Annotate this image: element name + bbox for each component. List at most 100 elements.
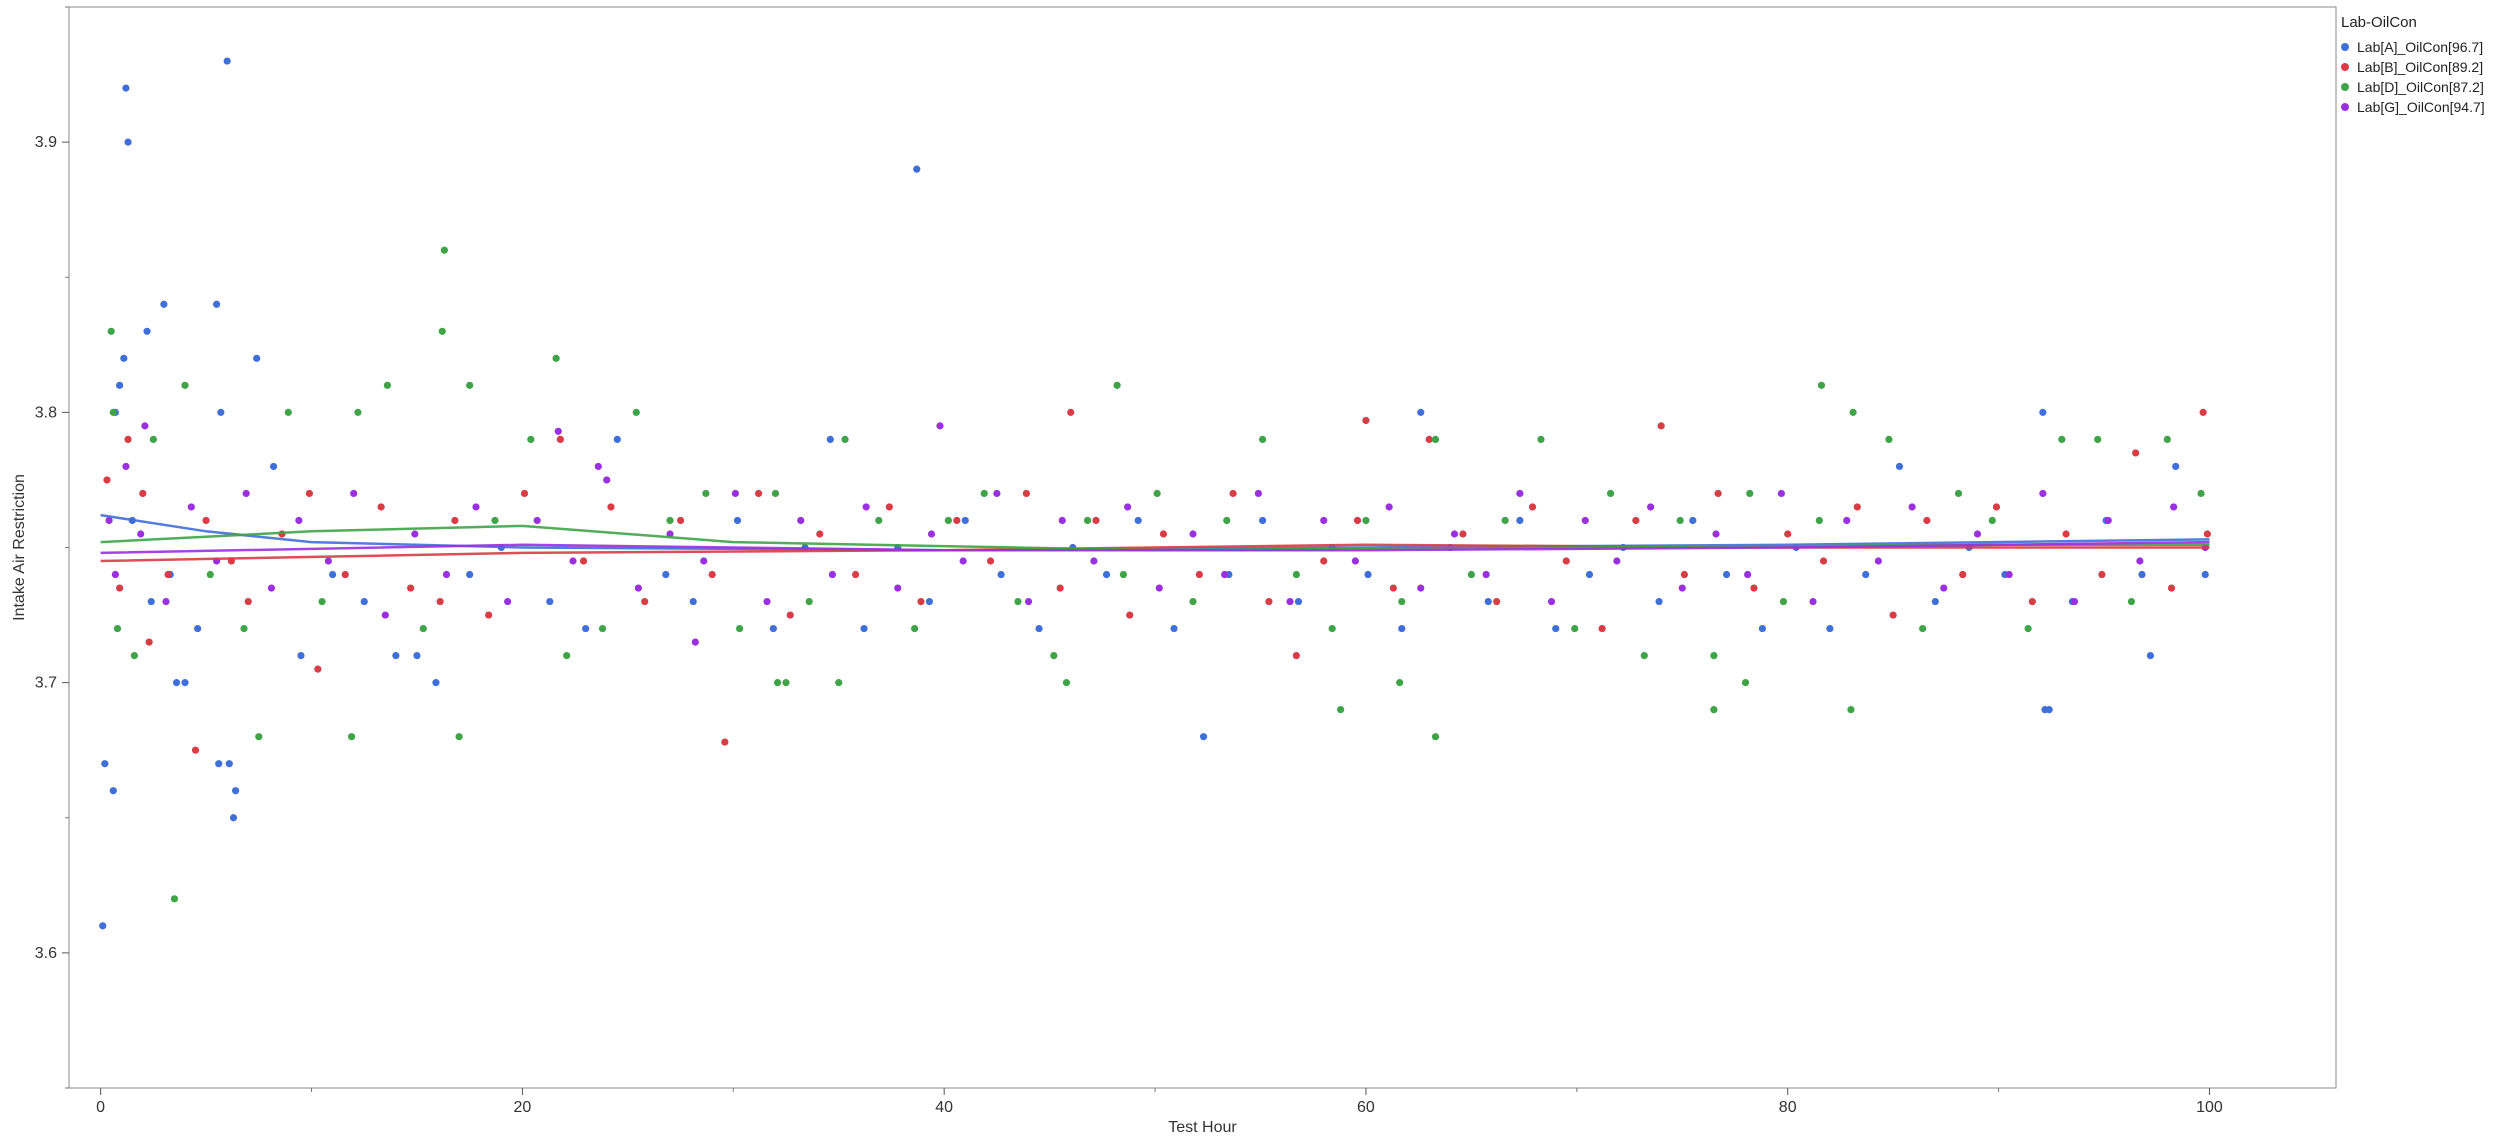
data-point-lab-a-oilcon-96-7 (1931, 597, 1939, 606)
data-point-lab-b-oilcon-89-2 (1362, 416, 1370, 425)
legend-marker-lab-d (2341, 83, 2349, 91)
data-point-lab-g-oilcon-94-7 (763, 597, 771, 606)
data-point-lab-b-oilcon-89-2 (1067, 408, 1075, 416)
data-point-lab-g-oilcon-94-7 (1908, 503, 1916, 511)
data-point-lab-d-oilcon-87-2 (666, 516, 674, 525)
data-point-lab-a-oilcon-96-7 (466, 570, 474, 579)
data-point-lab-g-oilcon-94-7 (1320, 516, 1328, 525)
data-point-lab-d-oilcon-87-2 (1779, 597, 1788, 606)
data-point-lab-a-oilcon-96-7 (229, 814, 238, 822)
data-point-lab-b-oilcon-89-2 (885, 503, 893, 511)
y-tick-label: 3.9 (35, 134, 57, 151)
data-point-lab-b-oilcon-89-2 (116, 584, 124, 592)
data-point-lab-d-oilcon-87-2 (1571, 624, 1579, 633)
data-point-lab-b-oilcon-89-2 (305, 489, 314, 498)
data-point-lab-g-oilcon-94-7 (862, 503, 870, 511)
data-point-lab-a-oilcon-96-7 (1826, 624, 1834, 633)
data-point-lab-g-oilcon-94-7 (700, 557, 708, 565)
data-point-lab-b-oilcon-89-2 (1959, 570, 1967, 579)
data-point-lab-d-oilcon-87-2 (354, 408, 362, 416)
data-point-lab-b-oilcon-89-2 (2203, 530, 2211, 538)
data-point-lab-a-oilcon-96-7 (215, 760, 223, 768)
data-point-lab-g-oilcon-94-7 (1843, 516, 1851, 525)
data-point-lab-d-oilcon-87-2 (109, 408, 117, 416)
data-point-lab-a-oilcon-96-7 (1364, 570, 1372, 579)
data-point-lab-b-oilcon-89-2 (1126, 611, 1134, 619)
data-point-lab-b-oilcon-89-2 (1022, 489, 1031, 498)
data-point-lab-d-oilcon-87-2 (2127, 597, 2136, 606)
data-point-lab-a-oilcon-96-7 (225, 760, 233, 768)
data-point-lab-b-oilcon-89-2 (314, 665, 322, 673)
data-point-lab-a-oilcon-96-7 (147, 597, 155, 606)
data-point-lab-b-oilcon-89-2 (377, 503, 385, 511)
data-point-lab-d-oilcon-87-2 (980, 489, 988, 498)
data-point-lab-d-oilcon-87-2 (1741, 679, 1750, 687)
legend-item-lab-d[interactable]: Lab[D]_OilCon[87.2] (2341, 77, 2485, 97)
data-point-lab-b-oilcon-89-2 (1889, 611, 1897, 619)
data-point-lab-d-oilcon-87-2 (1849, 408, 1857, 416)
data-point-lab-g-oilcon-94-7 (1450, 530, 1459, 538)
data-point-lab-g-oilcon-94-7 (1286, 597, 1294, 606)
data-point-lab-d-oilcon-87-2 (383, 381, 392, 389)
data-point-lab-b-oilcon-89-2 (1853, 503, 1861, 511)
data-point-lab-d-oilcon-87-2 (1113, 381, 1121, 389)
data-point-lab-g-oilcon-94-7 (162, 597, 170, 606)
data-point-lab-b-oilcon-89-2 (1229, 489, 1237, 498)
data-point-lab-a-oilcon-96-7 (582, 624, 590, 633)
data-point-lab-a-oilcon-96-7 (1417, 408, 1425, 416)
data-point-lab-g-oilcon-94-7 (554, 427, 562, 435)
data-point-lab-a-oilcon-96-7 (269, 462, 278, 471)
data-point-lab-d-oilcon-87-2 (563, 652, 571, 660)
data-point-lab-b-oilcon-89-2 (485, 611, 493, 619)
data-point-lab-a-oilcon-96-7 (1758, 624, 1766, 633)
data-point-lab-d-oilcon-87-2 (1431, 733, 1440, 741)
data-point-lab-a-oilcon-96-7 (253, 354, 261, 362)
data-point-lab-b-oilcon-89-2 (786, 611, 794, 619)
data-point-lab-d-oilcon-87-2 (1815, 516, 1823, 525)
data-point-lab-a-oilcon-96-7 (1585, 570, 1594, 579)
x-tick-label: 20 (514, 1099, 532, 1116)
data-point-lab-a-oilcon-96-7 (160, 300, 168, 308)
data-point-lab-g-oilcon-94-7 (666, 530, 674, 538)
data-point-lab-b-oilcon-89-2 (1750, 584, 1758, 592)
data-point-lab-d-oilcon-87-2 (527, 435, 535, 443)
legend-marker-lab-a (2341, 43, 2349, 51)
data-point-lab-d-oilcon-87-2 (1337, 706, 1345, 714)
data-point-lab-d-oilcon-87-2 (2058, 435, 2066, 443)
data-point-lab-g-oilcon-94-7 (1417, 584, 1425, 592)
data-point-lab-d-oilcon-87-2 (736, 624, 744, 633)
data-point-lab-g-oilcon-94-7 (122, 462, 130, 471)
data-point-lab-d-oilcon-87-2 (773, 679, 782, 687)
legend-item-lab-b[interactable]: Lab[B]_OilCon[89.2] (2341, 57, 2485, 77)
data-point-lab-b-oilcon-89-2 (1598, 624, 1606, 633)
data-point-lab-a-oilcon-96-7 (120, 354, 128, 362)
legend-marker-lab-b (2341, 63, 2349, 71)
data-point-lab-b-oilcon-89-2 (1265, 597, 1273, 606)
data-point-lab-d-oilcon-87-2 (835, 679, 843, 687)
data-point-lab-b-oilcon-89-2 (953, 516, 961, 525)
legend-item-lab-a[interactable]: Lab[A]_OilCon[96.7] (2341, 37, 2485, 57)
y-axis-label: Intake Air Restriction (11, 474, 28, 621)
data-point-lab-g-oilcon-94-7 (1647, 503, 1655, 511)
data-point-lab-d-oilcon-87-2 (1606, 489, 1615, 498)
data-point-lab-d-oilcon-87-2 (419, 624, 427, 633)
data-point-lab-a-oilcon-96-7 (413, 652, 421, 660)
data-point-lab-d-oilcon-87-2 (181, 381, 189, 389)
legend-item-lab-g[interactable]: Lab[G]_OilCon[94.7] (2341, 97, 2485, 117)
data-point-lab-d-oilcon-87-2 (944, 516, 952, 525)
data-point-lab-d-oilcon-87-2 (2197, 489, 2205, 498)
data-point-lab-d-oilcon-87-2 (1223, 516, 1231, 525)
data-point-lab-b-oilcon-89-2 (1389, 584, 1397, 592)
legend-label-lab-g: Lab[G]_OilCon[94.7] (2357, 99, 2485, 115)
legend-label-lab-b: Lab[B]_OilCon[89.2] (2357, 59, 2484, 75)
data-point-lab-b-oilcon-89-2 (579, 557, 588, 565)
data-point-lab-g-oilcon-94-7 (1058, 516, 1066, 525)
data-point-lab-b-oilcon-89-2 (708, 570, 716, 579)
data-point-lab-a-oilcon-96-7 (223, 57, 231, 65)
data-point-lab-b-oilcon-89-2 (1680, 570, 1688, 579)
data-point-lab-g-oilcon-94-7 (2136, 557, 2144, 565)
data-point-lab-d-oilcon-87-2 (1014, 597, 1022, 606)
data-point-lab-d-oilcon-87-2 (284, 408, 292, 416)
data-point-lab-g-oilcon-94-7 (137, 530, 145, 538)
